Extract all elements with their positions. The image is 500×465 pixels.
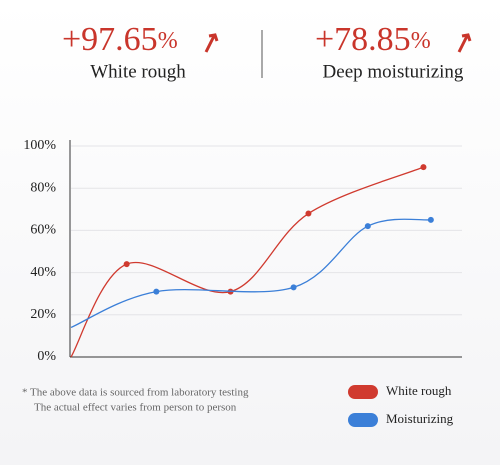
y-tick-label: 40% [30,265,56,280]
legend-label: White rough [386,383,452,398]
line [70,166,424,358]
line [70,218,431,329]
point [364,223,371,230]
stat: +97.65% White rough [62,21,219,82]
y-tick-label: 60% [30,223,56,238]
arrow-icon [457,33,472,53]
footnote: * The above data is sourced from laborat… [22,387,249,399]
y-tick-label: 100% [23,138,56,153]
legend-swatch [348,385,378,399]
footnote: The actual effect varies from person to … [34,402,237,414]
stat-value: +97.65% [62,21,178,58]
point [153,288,160,295]
y-tick-label: 20% [30,307,56,322]
stat-label: Deep moisturizing [323,61,464,82]
stat-value: +78.85% [315,21,431,58]
point [123,261,130,268]
point [305,210,312,217]
point [420,164,427,171]
y-tick-label: 80% [30,180,56,195]
legend-label: Moisturizing [386,411,454,426]
point [290,284,297,291]
arrow-icon [204,33,219,53]
stat: +78.85% Deep moisturizing [315,21,472,82]
point [427,216,434,223]
legend-swatch [348,413,378,427]
stat-label: White rough [90,61,186,82]
y-tick-label: 0% [37,349,56,364]
